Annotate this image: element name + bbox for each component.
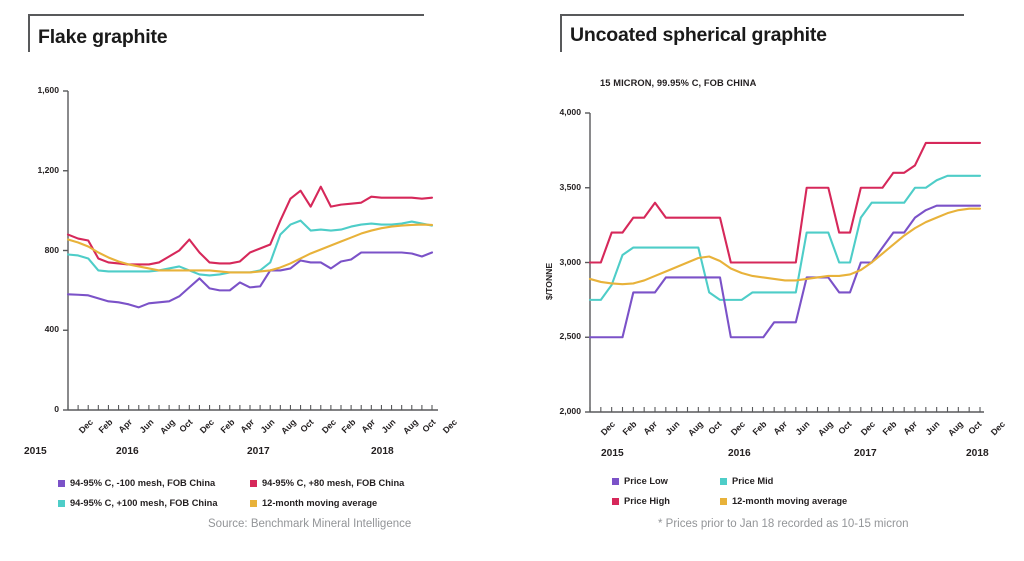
series-line [66, 223, 434, 274]
legend-label: 94-95% C, +100 mesh, FOB China [70, 498, 218, 508]
x-axis-year-label: 2015 [24, 446, 47, 457]
legend-swatch-teal [58, 499, 65, 507]
legend-item[interactable]: Price Low [612, 476, 668, 486]
x-axis-year-label: 2018 [966, 448, 989, 459]
x-axis-year-label: 2018 [371, 446, 394, 457]
legend-item[interactable]: 12-month moving average [720, 496, 847, 506]
y-axis-tick-label: 800 [44, 244, 59, 255]
legend-swatch-red [250, 479, 257, 487]
legend-label: 12-month moving average [732, 496, 848, 506]
legend-label: Price High [624, 496, 670, 506]
legend-item[interactable]: 94-95% C, +100 mesh, FOB China [58, 498, 218, 508]
y-axis-tick-label: 3,000 [559, 256, 581, 267]
legend-label: Price Low [624, 476, 668, 486]
source-note-left: Source: Benchmark Mineral Intelligence [208, 518, 412, 530]
title-left-rule-right [560, 14, 562, 52]
series-line [588, 204, 982, 339]
page-title-right: Uncoated spherical graphite [570, 24, 827, 46]
legend-label: Price Mid [732, 476, 774, 486]
title-top-rule-right [560, 14, 964, 16]
plot-area-right [512, 0, 1024, 561]
title-left-rule [28, 14, 30, 52]
x-axis-year-label: 2016 [116, 446, 139, 457]
legend-swatch-gold [250, 499, 257, 507]
x-axis-year-label: 2016 [728, 448, 751, 459]
x-axis-year-label: 2015 [601, 448, 624, 459]
series-line [588, 207, 982, 286]
page-title-left: Flake graphite [38, 26, 168, 48]
y-axis-title: $/TONNE [544, 262, 554, 300]
x-axis-year-label: 2017 [247, 446, 270, 457]
y-axis-tick-label: 0 [54, 404, 59, 414]
legend-label: 12-month moving average [262, 498, 378, 508]
y-axis-tick-label: 4,000 [559, 107, 581, 117]
series-line [588, 174, 982, 301]
series-line [588, 141, 982, 264]
y-axis-tick-label: 1,600 [37, 85, 59, 95]
legend-swatch-purple [612, 477, 619, 485]
legend-swatch-teal [720, 477, 727, 485]
y-axis-tick-label: 400 [44, 324, 59, 335]
series-line [66, 251, 434, 309]
y-axis-tick-label: 1,200 [37, 164, 59, 175]
legend-swatch-gold [720, 497, 727, 505]
legend-swatch-red [612, 497, 619, 505]
legend-swatch-purple [58, 479, 65, 487]
title-top-rule [28, 14, 424, 16]
legend-label: 94-95% C, -100 mesh, FOB China [70, 478, 216, 488]
plot-area-left [63, 90, 438, 411]
y-axis-tick-label: 2,500 [559, 331, 581, 342]
footnote-right: * Prices prior to Jan 18 recorded as 10-… [658, 518, 909, 530]
legend-label: 94-95% C, +80 mesh, FOB China [262, 478, 405, 488]
legend-item[interactable]: 94-95% C, -100 mesh, FOB China [58, 478, 215, 488]
legend-item[interactable]: 94-95% C, +80 mesh, FOB China [250, 478, 404, 488]
panel-uncoated-spherical-graphite: Uncoated spherical graphite 15 MICRON, 9… [512, 0, 1024, 561]
y-axis-tick-label: 3,500 [559, 181, 581, 192]
panel-flake-graphite: Flake graphite Source: Benchmark Mineral… [24, 14, 459, 530]
y-axis-tick-label: 2,000 [559, 406, 581, 416]
legend-item[interactable]: Price Mid [720, 476, 773, 486]
x-axis-year-label: 2017 [854, 448, 877, 459]
legend-item[interactable]: 12-month moving average [250, 498, 377, 508]
legend-item[interactable]: Price High [612, 496, 670, 506]
chart-subtitle-right: 15 MICRON, 99.95% C, FOB CHINA [600, 78, 757, 88]
